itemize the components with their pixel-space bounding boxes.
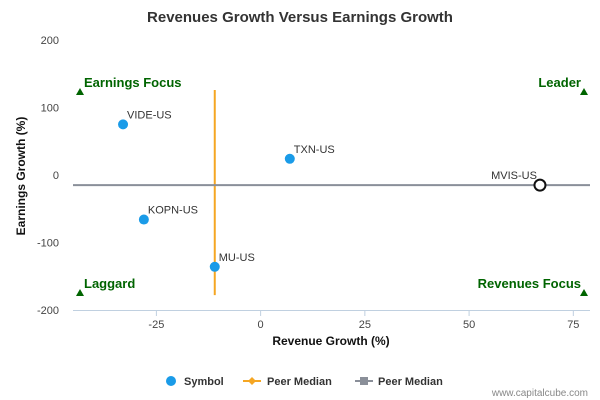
legend-item-symbol[interactable]: Symbol bbox=[166, 376, 224, 388]
y-tick-label: -100 bbox=[37, 238, 59, 250]
legend-item-peer-median-x[interactable]: Peer Median bbox=[243, 376, 332, 388]
legend: Symbol Peer Median Peer Median bbox=[166, 376, 443, 388]
x-tick-label: 75 bbox=[567, 319, 579, 331]
quadrant-marker-top-right bbox=[580, 88, 588, 95]
data-point-mvis-us bbox=[533, 178, 547, 192]
legend-peer-median-x-label: Peer Median bbox=[267, 376, 332, 388]
y-axis-label: Earnings Growth (%) bbox=[14, 117, 28, 236]
legend-item-peer-median-y[interactable]: Peer Median bbox=[355, 376, 443, 388]
data-point-vide-us bbox=[118, 119, 129, 130]
quadrant-label-revenues-focus: Revenues Focus bbox=[478, 276, 581, 291]
legend-symbol-marker bbox=[166, 376, 176, 386]
quadrant-marker-bottom-left bbox=[76, 289, 84, 296]
chart-title: Revenues Growth Versus Earnings Growth bbox=[147, 9, 453, 26]
y-tick-label: 0 bbox=[53, 170, 59, 182]
quadrant-label-leader: Leader bbox=[538, 75, 581, 90]
y-tick-label: -200 bbox=[37, 305, 59, 317]
data-point-txn-us bbox=[284, 153, 295, 164]
data-label-txn-us: TXN-US bbox=[294, 144, 335, 156]
x-tick-label: 0 bbox=[258, 319, 264, 331]
quadrant-label-laggard: Laggard bbox=[84, 276, 135, 291]
legend-symbol-label: Symbol bbox=[184, 376, 224, 388]
data-point-kopn-us bbox=[138, 214, 149, 225]
x-axis-label: Revenue Growth (%) bbox=[272, 334, 389, 348]
quadrant-marker-top-left bbox=[76, 88, 84, 95]
legend-peer-median-y-label: Peer Median bbox=[378, 376, 443, 388]
data-point-mu-us bbox=[209, 261, 220, 272]
data-label-kopn-us: KOPN-US bbox=[148, 205, 198, 217]
legend-peer-median-x-marker bbox=[248, 377, 256, 385]
x-tick-label: 25 bbox=[359, 319, 371, 331]
credit-text: www.capitalcube.com bbox=[491, 388, 588, 399]
data-label-mvis-us: MVIS-US bbox=[491, 170, 537, 182]
plot-area: -25 0 25 50 75 200 100 0 -100 -200 Earnings Focus L… bbox=[37, 35, 590, 331]
x-tick-label: -25 bbox=[148, 319, 164, 331]
quadrant-marker-bottom-right bbox=[580, 289, 588, 296]
data-label-mu-us: MU-US bbox=[219, 252, 255, 264]
x-tick-label: 50 bbox=[463, 319, 475, 331]
data-label-vide-us: VIDE-US bbox=[127, 109, 172, 121]
legend-peer-median-y-marker bbox=[360, 377, 368, 385]
quadrant-label-earnings-focus: Earnings Focus bbox=[84, 75, 182, 90]
y-tick-label: 200 bbox=[41, 35, 59, 47]
y-tick-label: 100 bbox=[41, 103, 59, 115]
